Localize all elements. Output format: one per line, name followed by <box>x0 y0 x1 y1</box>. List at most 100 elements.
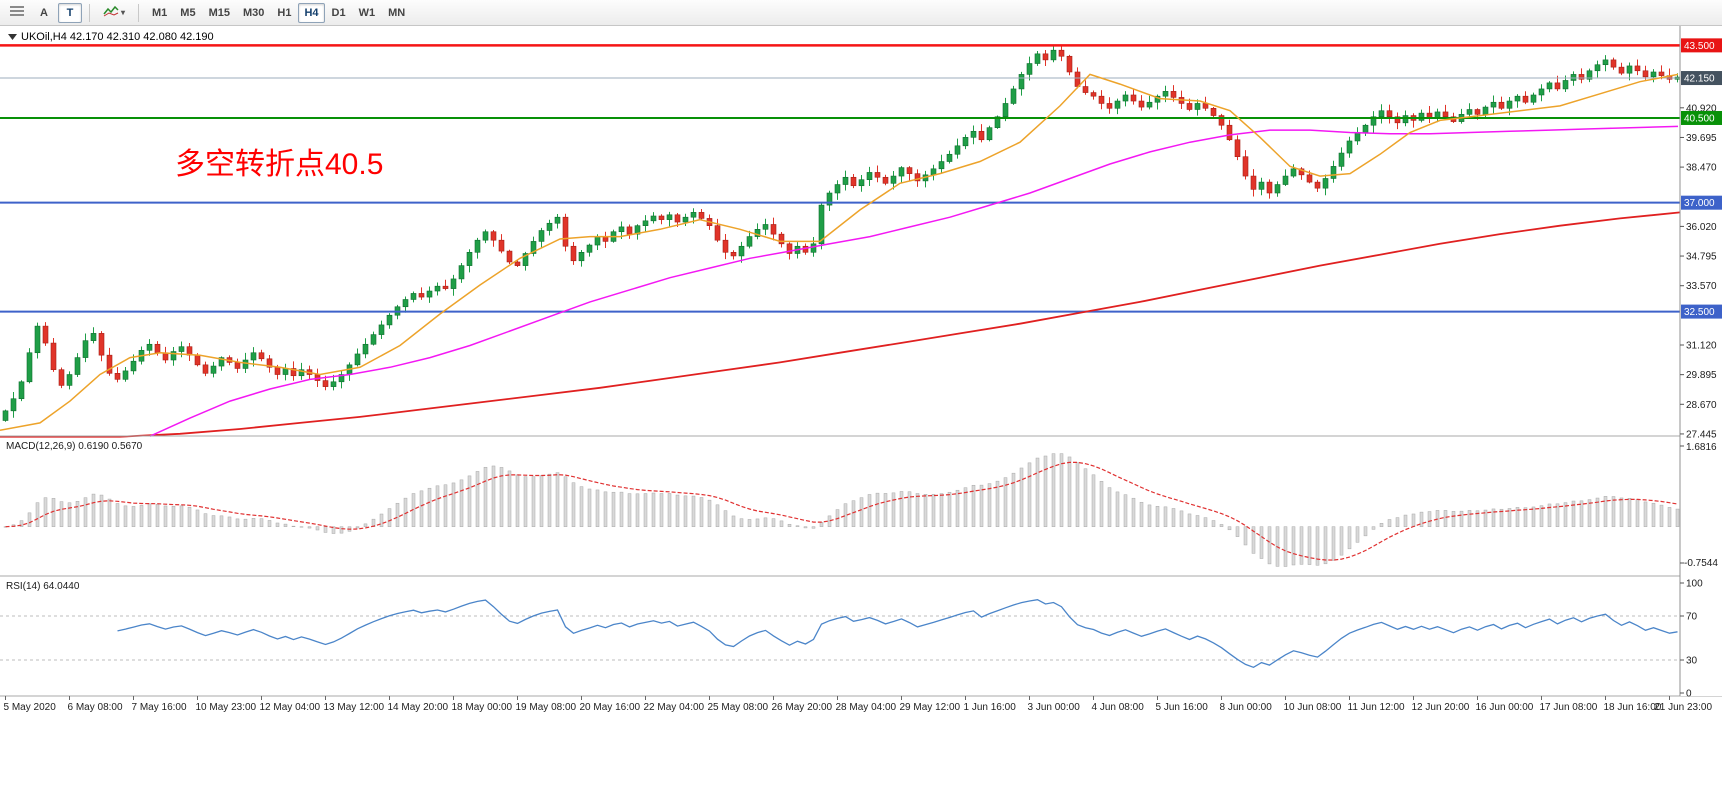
time-axis-label: 6 May 08:00 <box>68 702 123 713</box>
candle <box>642 220 649 226</box>
time-axis-label: 12 Jun 20:00 <box>1412 702 1470 713</box>
timeframe-h4[interactable]: H4 <box>298 2 325 23</box>
candle <box>322 380 329 387</box>
candle <box>1106 103 1113 109</box>
candle <box>882 176 889 184</box>
candle <box>826 192 833 206</box>
candle <box>1250 175 1257 190</box>
rsi-axis-label: 0 <box>1686 689 1692 700</box>
candle <box>1314 181 1321 189</box>
chart-list-icon <box>10 5 24 20</box>
candle <box>1202 103 1209 109</box>
rsi-axis-label: 30 <box>1686 656 1698 667</box>
time-axis-label: 14 May 20:00 <box>388 702 449 713</box>
time-axis-label: 5 May 2020 <box>4 702 57 713</box>
time-axis-label: 29 May 12:00 <box>900 702 961 713</box>
text-tool-t-button[interactable]: T <box>58 2 82 23</box>
ma-fast-line <box>0 73 1679 431</box>
candle <box>338 374 345 383</box>
candle <box>154 343 161 354</box>
timeframe-mn[interactable]: MN <box>382 3 411 23</box>
time-axis-label: 13 May 12:00 <box>324 702 385 713</box>
candle <box>498 239 505 252</box>
candle <box>474 239 481 253</box>
timeframe-group: M1 M5 M15 M30 H1 H4 D1 W1 MN <box>146 2 411 23</box>
candle <box>866 172 873 180</box>
candle <box>466 251 473 266</box>
candle <box>1634 65 1641 72</box>
candle <box>714 225 721 241</box>
candle <box>1642 70 1649 78</box>
annotation-text[interactable]: 多空转折点40.5 <box>175 148 383 181</box>
candle <box>938 161 945 170</box>
candle <box>1626 65 1633 74</box>
time-axis-label: 21 Jun 23:00 <box>1654 702 1712 713</box>
chart-canvas[interactable]: 多空转折点40.5 UKOil,H4 42.170 42.310 42.080 4… <box>0 26 1722 794</box>
candle <box>1586 70 1593 80</box>
price-level-box <box>1681 110 1722 125</box>
text-tool-a-button[interactable]: A <box>32 3 56 23</box>
candle <box>362 343 369 355</box>
candle <box>1490 101 1497 108</box>
candle <box>946 153 953 162</box>
candle <box>1266 181 1273 194</box>
price-level-box <box>1681 195 1722 210</box>
candle <box>1498 101 1505 109</box>
timeframe-w1[interactable]: W1 <box>353 3 382 23</box>
candle <box>250 352 257 361</box>
timeframe-d1[interactable]: D1 <box>326 3 352 23</box>
price-tick-label: 40.920 <box>1686 103 1717 114</box>
chart-area: 多空转折点40.5 UKOil,H4 42.170 42.310 42.080 4… <box>0 26 1722 794</box>
toolbar-separator <box>89 3 90 22</box>
time-axis-label: 11 Jun 12:00 <box>1348 702 1406 713</box>
candle <box>482 231 489 241</box>
candle <box>1066 55 1073 73</box>
time-axis-label: 20 May 16:00 <box>580 702 641 713</box>
time-axis-label: 18 May 00:00 <box>452 702 513 713</box>
time-axis-label: 16 Jun 00:00 <box>1476 702 1534 713</box>
timeframe-m30[interactable]: M30 <box>237 3 270 23</box>
price-tick-label: 36.020 <box>1686 222 1717 233</box>
candle <box>994 116 1001 128</box>
candle <box>762 224 769 230</box>
candle <box>194 354 201 366</box>
candle <box>1482 106 1489 115</box>
candle <box>978 130 985 141</box>
time-axis-label: 4 Jun 08:00 <box>1092 702 1145 713</box>
timeframe-h1[interactable]: H1 <box>271 3 297 23</box>
caret-down-icon: ▾ <box>121 8 126 17</box>
candle <box>82 340 89 358</box>
symbol-dropdown-icon[interactable] <box>8 34 17 40</box>
candle <box>1354 132 1361 142</box>
candle <box>426 290 433 298</box>
candle <box>434 285 441 292</box>
candle <box>626 226 633 235</box>
candle <box>66 374 73 386</box>
candle <box>1554 82 1561 90</box>
candle <box>1594 64 1601 72</box>
macd-pane-label: MACD(12,26,9) 0.6190 0.5670 <box>6 441 143 452</box>
candle <box>914 173 921 182</box>
indicators-button[interactable]: ▾ <box>97 3 131 23</box>
candle <box>1442 111 1449 118</box>
candle <box>122 370 129 380</box>
timeframe-m1[interactable]: M1 <box>146 3 173 23</box>
candle <box>506 250 513 263</box>
candle <box>1170 91 1177 98</box>
candle <box>98 333 105 356</box>
candle <box>674 214 681 223</box>
candle <box>274 366 281 375</box>
candle <box>1578 74 1585 80</box>
candle <box>1138 100 1145 108</box>
price-level-box <box>1681 304 1722 319</box>
candle <box>386 314 393 326</box>
rsi-axis-label: 70 <box>1686 612 1698 623</box>
chart-list-button[interactable] <box>4 3 30 23</box>
candle <box>1274 184 1281 194</box>
candle <box>1122 94 1129 102</box>
macd-signal-line <box>5 461 1678 561</box>
candle <box>458 265 465 280</box>
candle <box>10 398 17 412</box>
timeframe-m5[interactable]: M5 <box>174 3 201 23</box>
timeframe-m15[interactable]: M15 <box>203 3 236 23</box>
